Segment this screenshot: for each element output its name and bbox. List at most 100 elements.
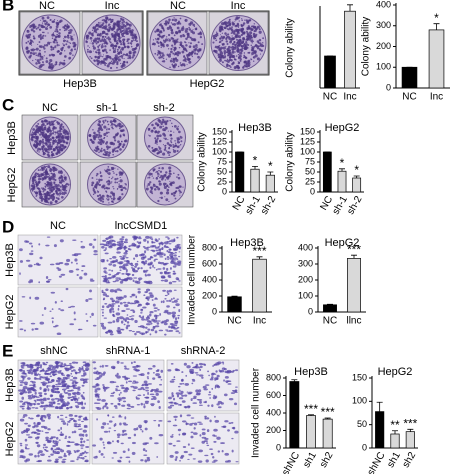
chart-title: HepG2 bbox=[378, 366, 413, 378]
cell bbox=[67, 420, 71, 423]
cell bbox=[53, 367, 56, 371]
cell bbox=[94, 378, 100, 380]
colony bbox=[160, 55, 163, 59]
cell bbox=[121, 386, 125, 390]
colony bbox=[164, 20, 168, 24]
colony bbox=[239, 38, 242, 41]
cell bbox=[56, 385, 61, 388]
colony bbox=[107, 131, 110, 134]
cell bbox=[135, 396, 138, 399]
colony bbox=[50, 41, 52, 44]
error-bar bbox=[433, 23, 440, 30]
cell bbox=[21, 396, 24, 400]
colony bbox=[227, 33, 230, 36]
colony bbox=[260, 49, 263, 52]
image-frame bbox=[146, 10, 270, 76]
cell bbox=[25, 428, 28, 431]
cell bbox=[118, 393, 121, 396]
cell bbox=[148, 257, 152, 261]
cell bbox=[158, 238, 161, 240]
cell bbox=[46, 379, 49, 381]
cell bbox=[19, 328, 24, 331]
colony bbox=[226, 28, 229, 30]
colony bbox=[58, 176, 62, 179]
colony bbox=[35, 124, 39, 128]
cell bbox=[212, 396, 217, 400]
cell bbox=[188, 391, 193, 394]
cell bbox=[55, 361, 60, 365]
colony bbox=[48, 122, 50, 124]
cell bbox=[26, 407, 32, 410]
cell bbox=[122, 317, 125, 321]
colony bbox=[224, 27, 227, 29]
cell bbox=[150, 249, 154, 252]
cell bbox=[176, 258, 179, 261]
cell bbox=[81, 384, 85, 387]
colony bbox=[130, 39, 134, 43]
colony bbox=[86, 50, 89, 53]
colony bbox=[192, 39, 194, 41]
colony bbox=[258, 38, 262, 42]
colony bbox=[56, 30, 59, 33]
colony bbox=[43, 31, 45, 34]
colony bbox=[44, 194, 48, 197]
colony bbox=[243, 31, 246, 34]
cell bbox=[28, 384, 34, 386]
cell bbox=[231, 449, 234, 453]
y-tick-label: 0 bbox=[222, 186, 227, 196]
cell bbox=[66, 450, 72, 454]
cell bbox=[126, 264, 129, 266]
cell bbox=[47, 428, 51, 431]
colony bbox=[181, 26, 185, 30]
cell bbox=[108, 273, 112, 276]
cell bbox=[224, 420, 229, 423]
cell bbox=[176, 394, 180, 398]
y-tick-label: 800 bbox=[266, 372, 281, 382]
cell bbox=[86, 319, 89, 322]
cell bbox=[173, 272, 177, 275]
colony bbox=[233, 25, 235, 27]
cell bbox=[61, 460, 66, 464]
cell bbox=[221, 426, 226, 428]
cell bbox=[61, 420, 65, 423]
cell bbox=[153, 259, 156, 262]
colony bbox=[156, 185, 159, 189]
cell bbox=[80, 456, 83, 459]
cell bbox=[219, 370, 222, 373]
colony bbox=[30, 48, 33, 52]
colony bbox=[37, 125, 41, 129]
cell bbox=[103, 446, 106, 449]
colony bbox=[114, 139, 117, 142]
colony bbox=[170, 22, 173, 24]
colony bbox=[164, 144, 166, 147]
cell bbox=[145, 389, 149, 392]
colony bbox=[119, 179, 123, 183]
cell bbox=[74, 405, 77, 407]
cell bbox=[72, 376, 78, 380]
x-tick-label: NC bbox=[323, 316, 337, 327]
colony bbox=[97, 47, 99, 49]
colony bbox=[124, 183, 126, 185]
cell bbox=[212, 434, 216, 437]
colony bbox=[176, 127, 179, 130]
cell bbox=[49, 371, 55, 374]
colony bbox=[28, 55, 32, 59]
colony bbox=[58, 122, 60, 125]
colony bbox=[103, 26, 106, 29]
cell bbox=[115, 389, 119, 392]
colony bbox=[32, 183, 34, 185]
colony bbox=[172, 52, 175, 55]
colony bbox=[120, 42, 123, 46]
cell bbox=[94, 389, 98, 393]
cell bbox=[102, 259, 105, 262]
colony bbox=[106, 64, 110, 68]
cell bbox=[57, 268, 62, 272]
cell bbox=[67, 392, 72, 396]
cell bbox=[45, 370, 48, 372]
cell bbox=[211, 387, 214, 390]
x-tick-label: sh-1 bbox=[244, 194, 263, 217]
colony bbox=[49, 192, 52, 194]
colony bbox=[41, 22, 43, 24]
cell bbox=[112, 239, 115, 242]
colony bbox=[117, 56, 120, 59]
